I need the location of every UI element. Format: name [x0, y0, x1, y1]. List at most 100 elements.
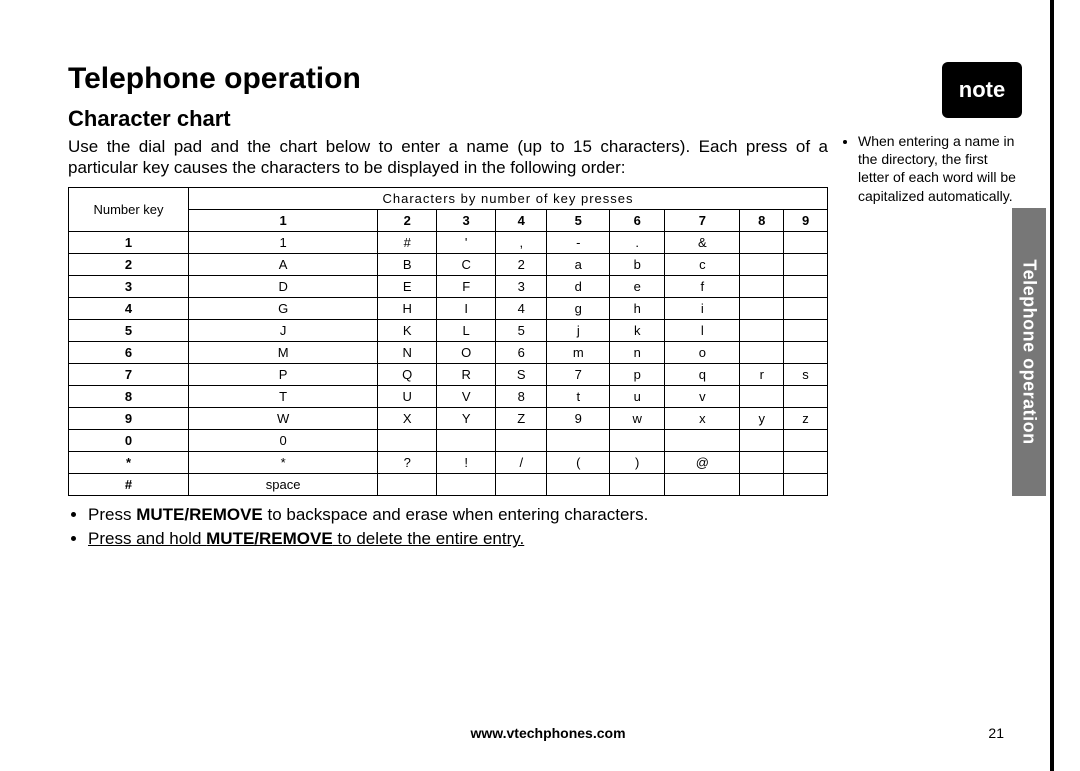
table-super-header: Characters by number of key presses — [189, 187, 828, 209]
table-cell: u — [610, 385, 665, 407]
table-cell: t — [547, 385, 610, 407]
table-row-key: 9 — [69, 407, 189, 429]
footer-url: www.vtechphones.com — [68, 725, 1028, 741]
table-cell: ( — [547, 451, 610, 473]
table-row: **?!/()@ — [69, 451, 828, 473]
table-cell — [784, 429, 828, 451]
table-cell: H — [378, 297, 437, 319]
table-cell: y — [740, 407, 784, 429]
table-col-header: 8 — [740, 209, 784, 231]
table-row: 7PQRS7pqrs — [69, 363, 828, 385]
table-cell: s — [784, 363, 828, 385]
table-cell: Q — [378, 363, 437, 385]
table-cell: 6 — [496, 341, 547, 363]
table-cell: n — [610, 341, 665, 363]
table-cell: L — [437, 319, 496, 341]
table-col-header: 9 — [784, 209, 828, 231]
table-cell: B — [378, 253, 437, 275]
table-cell: W — [189, 407, 378, 429]
table-cell — [740, 341, 784, 363]
table-col-header: 3 — [437, 209, 496, 231]
table-row: 8TUV8tuv — [69, 385, 828, 407]
table-cell: o — [665, 341, 740, 363]
page-title: Telephone operation — [68, 62, 828, 96]
table-cell — [784, 385, 828, 407]
table-cell: # — [378, 231, 437, 253]
table-cell: Y — [437, 407, 496, 429]
table-cell — [496, 473, 547, 495]
table-corner-label: Number key — [69, 187, 189, 231]
table-cell: 5 — [496, 319, 547, 341]
table-cell — [740, 231, 784, 253]
note-list: When entering a name in the directory, t… — [842, 132, 1022, 205]
table-row-key: 2 — [69, 253, 189, 275]
table-cell: G — [189, 297, 378, 319]
bullet-2: Press and hold MUTE/REMOVE to delete the… — [88, 528, 828, 551]
table-cell: . — [610, 231, 665, 253]
table-row: 00 — [69, 429, 828, 451]
table-cell: T — [189, 385, 378, 407]
note-column: note When entering a name in the directo… — [842, 62, 1022, 205]
table-row: 2ABC2abc — [69, 253, 828, 275]
table-row: 9WXYZ9wxyz — [69, 407, 828, 429]
table-cell — [437, 473, 496, 495]
table-cell — [665, 429, 740, 451]
table-cell: f — [665, 275, 740, 297]
table-cell: i — [665, 297, 740, 319]
table-col-header: 6 — [610, 209, 665, 231]
table-cell: U — [378, 385, 437, 407]
table-col-header: 5 — [547, 209, 610, 231]
table-cell — [610, 473, 665, 495]
table-cell: 9 — [547, 407, 610, 429]
table-row-key: 4 — [69, 297, 189, 319]
table-cell — [784, 297, 828, 319]
table-cell — [665, 473, 740, 495]
table-cell: 4 — [496, 297, 547, 319]
instruction-bullets: Press MUTE/REMOVE to backspace and erase… — [68, 504, 828, 552]
table-cell: q — [665, 363, 740, 385]
table-cell: d — [547, 275, 610, 297]
table-cell — [740, 319, 784, 341]
note-badge: note — [942, 62, 1022, 118]
table-cell — [784, 231, 828, 253]
table-cell: z — [784, 407, 828, 429]
table-row: 4GHI4ghi — [69, 297, 828, 319]
footer-page-number: 21 — [988, 725, 1004, 741]
note-text: When entering a name in the directory, t… — [858, 132, 1022, 205]
bullet-1: Press MUTE/REMOVE to backspace and erase… — [88, 504, 828, 527]
table-cell: / — [496, 451, 547, 473]
table-cell — [496, 429, 547, 451]
table-cell: 2 — [496, 253, 547, 275]
table-cell: A — [189, 253, 378, 275]
table-col-header: 7 — [665, 209, 740, 231]
table-cell: w — [610, 407, 665, 429]
table-cell: g — [547, 297, 610, 319]
table-cell: ' — [437, 231, 496, 253]
table-cell: b — [610, 253, 665, 275]
table-cell: - — [547, 231, 610, 253]
table-cell: , — [496, 231, 547, 253]
table-cell: & — [665, 231, 740, 253]
table-col-header: 1 — [189, 209, 378, 231]
table-cell: M — [189, 341, 378, 363]
table-cell — [437, 429, 496, 451]
table-cell: h — [610, 297, 665, 319]
table-cell: E — [378, 275, 437, 297]
table-cell — [378, 429, 437, 451]
table-cell — [740, 385, 784, 407]
table-cell: X — [378, 407, 437, 429]
table-cell: 3 — [496, 275, 547, 297]
table-row: 3DEF3def — [69, 275, 828, 297]
table-row-key: 6 — [69, 341, 189, 363]
table-cell: V — [437, 385, 496, 407]
table-row-key: * — [69, 451, 189, 473]
table-cell: @ — [665, 451, 740, 473]
table-cell: c — [665, 253, 740, 275]
table-row: 11#',-.& — [69, 231, 828, 253]
table-cell: v — [665, 385, 740, 407]
table-cell: ? — [378, 451, 437, 473]
table-cell: e — [610, 275, 665, 297]
table-cell: l — [665, 319, 740, 341]
table-cell: k — [610, 319, 665, 341]
table-cell — [547, 473, 610, 495]
